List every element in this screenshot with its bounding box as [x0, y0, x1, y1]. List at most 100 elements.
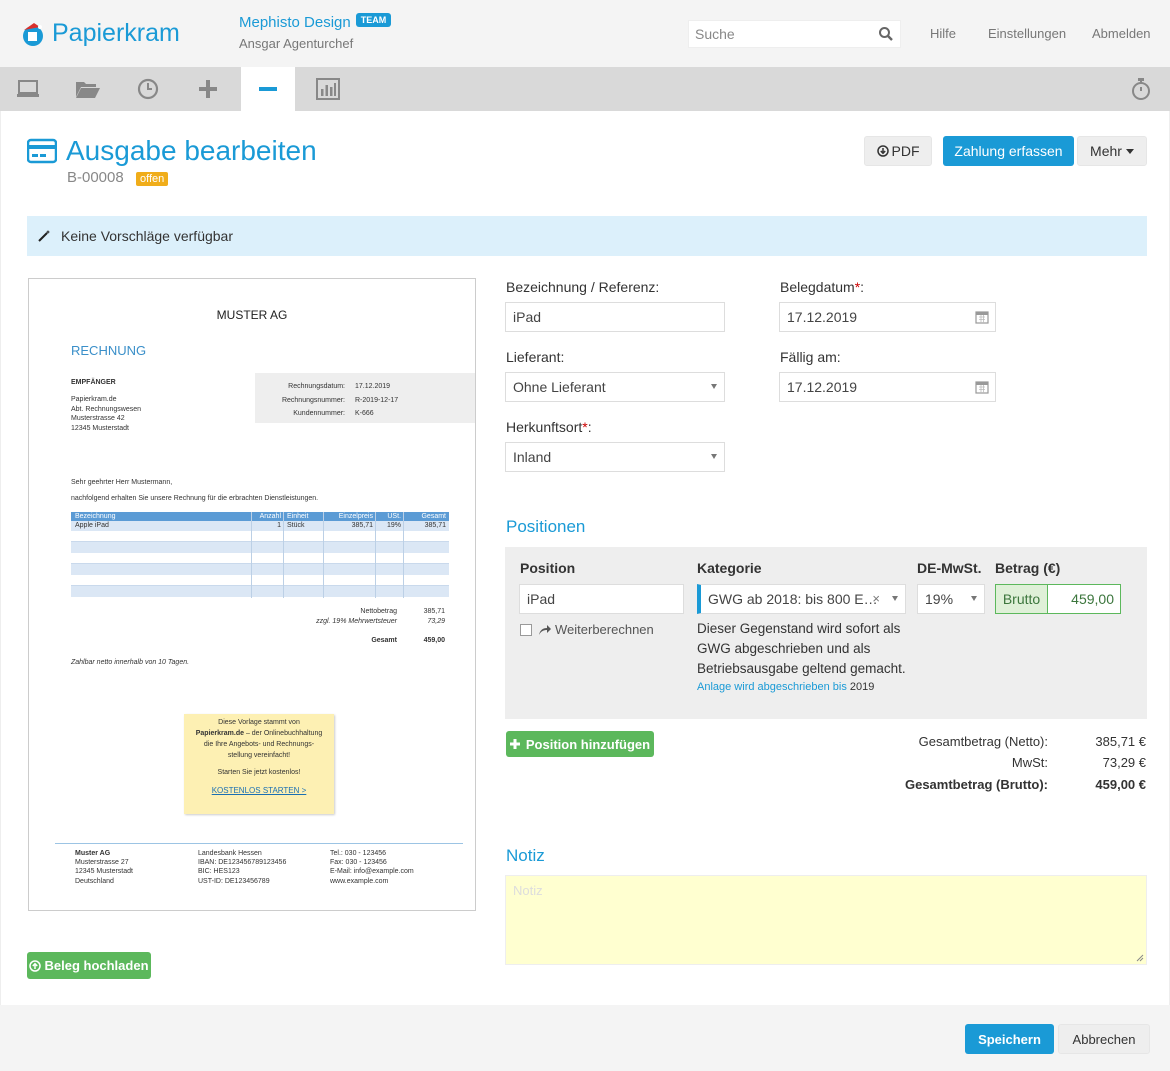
due-date-input[interactable]: 17.12.2019 [779, 372, 996, 402]
cancel-button[interactable]: Abbrechen [1058, 1024, 1150, 1054]
amount-mode-toggle[interactable]: Brutto [996, 585, 1048, 613]
footer-line: UST-ID: DE123456789 [198, 877, 270, 885]
net-total-label: Gesamtbetrag (Netto): [918, 734, 1048, 749]
preview-totals-labels: Nettobetrag zzgl. 19% Mehrwertsteuer [289, 607, 397, 627]
reference-input[interactable]: iPad [505, 302, 725, 332]
settings-link[interactable]: Einstellungen [988, 26, 1067, 41]
magic-wand-icon [38, 230, 50, 242]
amount-input[interactable]: 459,00 [1071, 591, 1114, 607]
footer-line: Musterstrasse 27 [75, 859, 129, 867]
recipient-line: Abt. Rechnungswesen [71, 405, 142, 413]
required-mark: * [854, 279, 861, 295]
tab-expenses[interactable] [241, 67, 295, 111]
stopwatch-icon [1132, 78, 1150, 100]
table-cell: 1 [277, 522, 281, 529]
date-input[interactable]: 17.12.2019 [779, 302, 996, 332]
amount-input-group: Brutto 459,00 [995, 584, 1121, 614]
table-cell: Stück [287, 522, 305, 529]
record-payment-button[interactable]: Zahlung erfassen [943, 136, 1074, 166]
add-position-button[interactable]: Position hinzufügen [506, 731, 654, 757]
tab-time[interactable] [121, 67, 175, 111]
footer-line: 12345 Musterstadt [75, 868, 133, 876]
status-badge: offen [136, 172, 169, 186]
category-select[interactable]: GWG ab 2018: bis 800 E… × [697, 584, 906, 614]
gross-total-value: 459,00 € [1095, 777, 1146, 792]
resize-handle-icon[interactable] [1136, 954, 1144, 962]
meta-value: 17.12.2019 [355, 383, 391, 390]
team-badge: TEAM [355, 13, 392, 27]
note-link[interactable]: KOSTENLOS STARTEN > [211, 786, 307, 795]
calendar-icon[interactable] [975, 380, 989, 394]
vat-select[interactable]: 19% [917, 584, 985, 614]
preview-greeting: Sehr geehrter Herr Mustermann, [71, 479, 173, 486]
table-header: Bezeichnung [75, 513, 116, 520]
note-line: die Ihre Angebots- und Rechnungs- [203, 741, 315, 748]
note-brand: Papierkram.de [195, 730, 244, 737]
recalculate-checkbox[interactable] [520, 623, 532, 636]
tab-timer[interactable] [1114, 67, 1168, 111]
credit-card-icon [27, 138, 57, 164]
tab-reports[interactable] [301, 67, 355, 111]
positions-panel: Position Kategorie DE-MwSt. Betrag (€) i… [505, 547, 1147, 719]
pdf-button[interactable]: PDF [864, 136, 932, 166]
tab-documents[interactable] [61, 67, 115, 111]
calendar-icon[interactable] [975, 310, 989, 324]
dashboard-icon [17, 80, 39, 97]
supplier-select[interactable]: Ohne Lieferant [505, 372, 725, 402]
footer-line: Muster AG [75, 850, 111, 857]
date-label: Belegdatum*: [780, 279, 864, 295]
receipt-preview[interactable]: MUSTER AG RECHNUNG EMPFÄNGER Papierkram.… [28, 278, 476, 911]
origin-select[interactable]: Inland [505, 442, 725, 472]
notes-textarea[interactable]: Notiz [505, 875, 1147, 965]
table-header: Anzahl [259, 513, 281, 520]
preview-net-label: Nettobetrag [360, 608, 397, 615]
clear-icon[interactable]: × [872, 591, 880, 606]
due-date-label: Fällig am: [780, 349, 841, 365]
company-switcher[interactable]: Mephisto Design TEAM Ansgar Agenturchef [239, 13, 392, 51]
logo-icon [23, 22, 43, 46]
depreciation-link[interactable]: Anlage wird abgeschrieben bis [697, 681, 847, 693]
preview-meta-box: Rechnungsdatum: Rechnungsnummer: Kundenn… [255, 373, 475, 423]
origin-label: Herkunftsort*: [506, 419, 592, 435]
logo[interactable]: Papierkram [20, 19, 180, 48]
due-date-value: 17.12.2019 [787, 379, 858, 395]
origin-label-text: Herkunftsort [506, 419, 583, 435]
more-button[interactable]: Mehr [1077, 136, 1147, 166]
vat-total-label: MwSt: [1011, 755, 1048, 770]
help-link[interactable]: Hilfe [930, 26, 957, 41]
search-input[interactable] [689, 21, 869, 47]
gross-total-label: Gesamtbetrag (Brutto): [904, 777, 1048, 792]
select-arrow-icon [971, 596, 977, 601]
logout-link[interactable]: Abmelden [1092, 26, 1151, 41]
upload-icon [29, 959, 42, 972]
save-button[interactable]: Speichern [965, 1024, 1054, 1054]
preview-table-empty-row [71, 542, 449, 553]
add-position-label: Position hinzufügen [525, 736, 651, 752]
preview-terms: Zahlbar netto innerhalb von 10 Tagen. [71, 659, 190, 666]
page-title: Ausgabe bearbeiten [66, 135, 317, 166]
preview-totals-values: 385,71 73,29 [407, 607, 445, 627]
date-label-text: Belegdatum [780, 279, 855, 295]
search-icon[interactable] [878, 26, 894, 42]
note-line: – der Onlinebuchhaltung [244, 730, 323, 737]
upload-receipt-button[interactable]: Beleg hochladen [27, 952, 151, 979]
footer-line: Deutschland [75, 877, 114, 885]
notes-title: Notiz [506, 846, 545, 865]
meta-value: K-666 [355, 410, 374, 417]
preview-table-empty-row [71, 564, 449, 575]
preview-footer-col1: Muster AG Musterstrasse 27 12345 Musters… [75, 849, 133, 886]
depreciation-info: Anlage wird abgeschrieben bis 2019 [697, 681, 874, 693]
tab-dashboard[interactable] [1, 67, 55, 111]
tab-income[interactable] [181, 67, 235, 111]
preview-table-empty-row [71, 575, 449, 586]
search-box [688, 20, 901, 48]
preview-footer-col3: Tel.: 030 - 123456 Fax: 030 - 123456 E-M… [330, 849, 414, 886]
upload-receipt-label: Beleg hochladen [44, 958, 149, 973]
note-line: stellung vereinfacht! [227, 752, 291, 759]
vat-total-value: 73,29 € [1102, 755, 1146, 770]
position-input[interactable]: iPad [519, 584, 684, 614]
origin-value: Inland [513, 449, 552, 465]
notes-placeholder: Notiz [513, 883, 543, 898]
net-total-value: 385,71 € [1095, 734, 1146, 749]
meta-label: Rechnungsnummer: [281, 396, 345, 404]
